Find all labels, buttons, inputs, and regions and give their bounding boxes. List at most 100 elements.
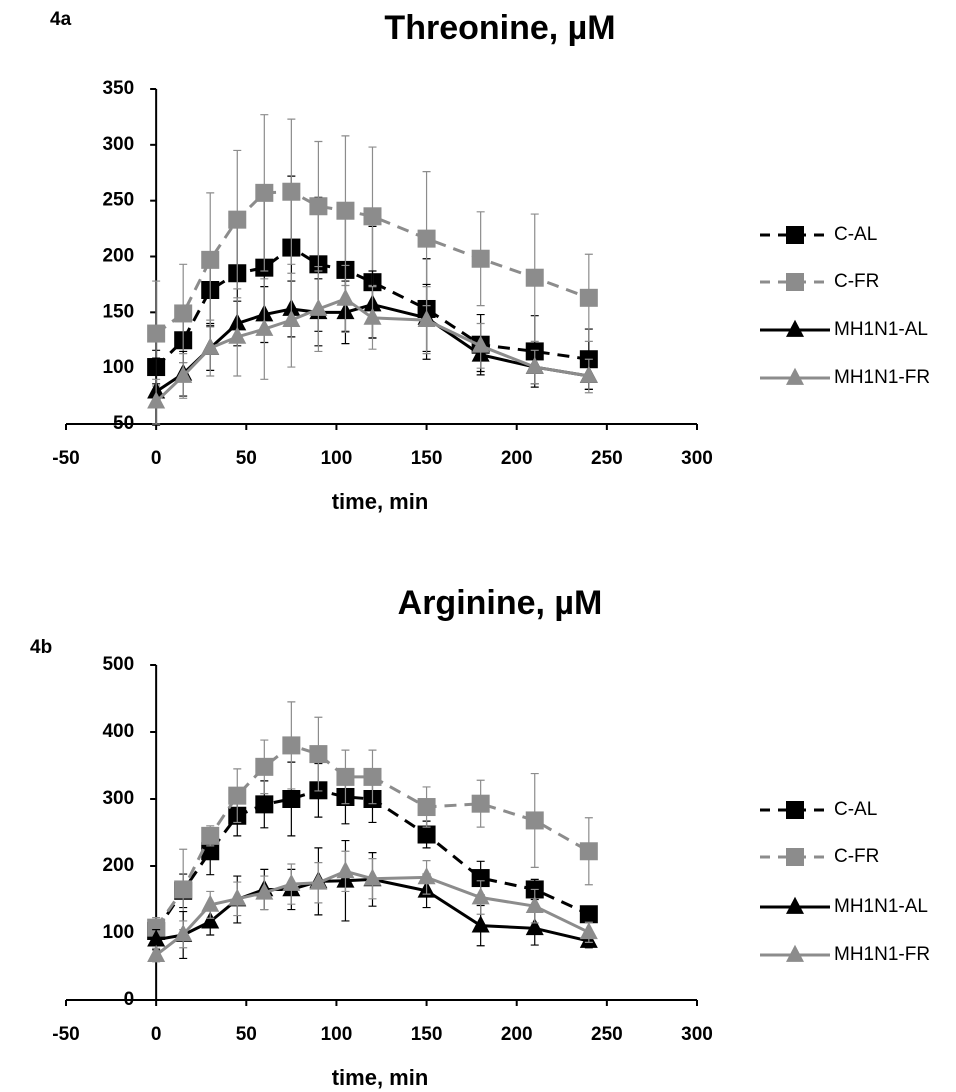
x-tick-label: 150 <box>411 1024 443 1045</box>
point <box>174 924 193 942</box>
point <box>471 887 490 905</box>
legend-label: MH1N1-FR <box>834 367 930 388</box>
x-tick-label: 200 <box>501 448 533 469</box>
x-tick-label: 50 <box>236 1024 257 1045</box>
x-tick-label: 100 <box>321 1024 353 1045</box>
point <box>228 888 247 906</box>
point <box>201 337 220 355</box>
point <box>579 922 598 940</box>
point <box>525 895 544 914</box>
legend-label: MH1N1-AL <box>834 319 928 340</box>
point <box>255 757 274 776</box>
legend-marker <box>786 273 804 291</box>
point <box>417 825 436 844</box>
x-axis-label: time, min <box>332 1065 429 1090</box>
legend-marker <box>786 319 804 337</box>
x-tick-label: 0 <box>151 448 162 469</box>
point <box>282 873 301 891</box>
legend-marker <box>786 944 804 962</box>
point <box>282 736 301 755</box>
y-tick-label: 50 <box>113 413 134 434</box>
point <box>417 867 436 885</box>
y-tick-label: 0 <box>124 989 135 1010</box>
point <box>525 356 544 374</box>
point <box>336 201 355 220</box>
legend-marker <box>786 226 804 244</box>
point <box>147 944 166 962</box>
point <box>282 790 301 808</box>
point <box>282 309 301 327</box>
x-tick-label: 50 <box>236 448 257 469</box>
legend-label: MH1N1-FR <box>834 944 930 965</box>
y-tick-label: 200 <box>102 246 134 267</box>
point <box>471 869 490 888</box>
y-tick-label: 300 <box>102 788 134 809</box>
point <box>525 268 544 287</box>
y-tick-label: 200 <box>102 855 134 876</box>
point <box>147 918 166 937</box>
y-tick-label: 100 <box>102 922 134 943</box>
point <box>579 842 598 861</box>
point <box>336 767 355 786</box>
y-tick-label: 150 <box>102 301 134 322</box>
point <box>363 307 382 325</box>
y-tick-label: 400 <box>102 721 134 742</box>
chart-title: Threonine, µM <box>384 9 615 47</box>
x-axis-label: time, min <box>332 489 429 514</box>
legend-label: C-FR <box>834 271 879 292</box>
point <box>309 872 328 890</box>
point <box>417 309 436 327</box>
point <box>309 298 328 316</box>
point <box>417 798 436 817</box>
point <box>147 929 166 947</box>
point <box>147 324 166 343</box>
legend-label: C-AL <box>834 799 877 820</box>
point <box>336 861 355 879</box>
point <box>201 250 220 269</box>
point <box>228 210 247 229</box>
legend-marker <box>786 367 804 385</box>
point <box>363 767 382 786</box>
point <box>363 868 382 886</box>
y-tick-label: 500 <box>102 654 134 675</box>
point <box>174 880 193 899</box>
panel-label: 4a <box>50 9 72 30</box>
point <box>471 915 490 933</box>
y-tick-label: 300 <box>102 134 134 155</box>
point <box>309 197 328 216</box>
point <box>201 911 220 929</box>
point <box>228 786 247 805</box>
point <box>201 842 220 861</box>
point <box>471 335 490 353</box>
legend-label: MH1N1-AL <box>834 896 928 917</box>
x-tick-label: 0 <box>151 1024 162 1045</box>
point <box>309 745 328 764</box>
point <box>579 905 598 924</box>
legend-marker <box>786 801 804 819</box>
point <box>579 365 598 383</box>
x-tick-label: -50 <box>52 1024 79 1045</box>
x-tick-label: 300 <box>681 1024 713 1045</box>
point <box>471 794 490 813</box>
point <box>255 318 274 336</box>
legend-label: C-AL <box>834 224 877 245</box>
point <box>579 288 598 307</box>
point <box>525 918 544 936</box>
point <box>174 304 193 323</box>
point <box>255 183 274 202</box>
x-tick-label: 300 <box>681 448 713 469</box>
point <box>201 826 220 845</box>
legend-label: C-FR <box>834 846 879 867</box>
y-tick-label: 250 <box>102 190 134 211</box>
point <box>174 365 193 383</box>
point <box>228 326 247 344</box>
x-tick-label: -50 <box>52 448 79 469</box>
y-tick-label: 350 <box>102 78 134 99</box>
point <box>417 229 436 248</box>
legend-marker <box>786 896 804 914</box>
panel-label: 4b <box>30 637 52 658</box>
x-tick-label: 150 <box>411 448 443 469</box>
point <box>363 207 382 226</box>
y-tick-label: 100 <box>102 357 134 378</box>
